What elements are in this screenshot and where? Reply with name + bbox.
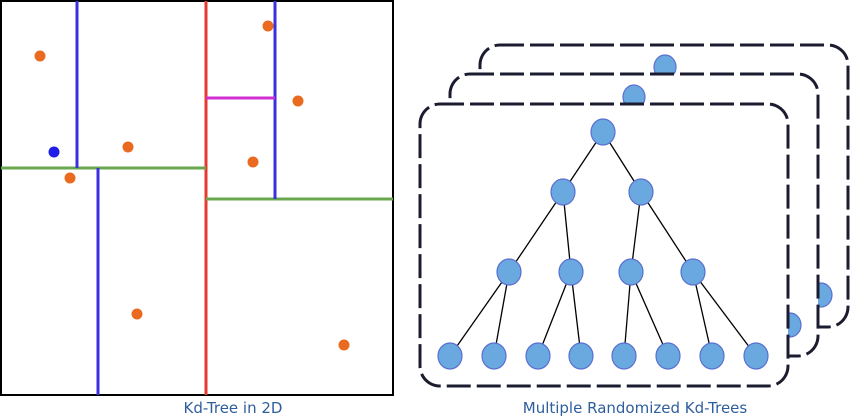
data-point bbox=[292, 95, 304, 107]
data-point bbox=[247, 156, 259, 168]
tree-node bbox=[558, 258, 584, 286]
kd-tree-2d-panel bbox=[0, 0, 394, 396]
tree-node bbox=[680, 258, 706, 286]
randomized-kd-trees-caption: Multiple Randomized Kd-Trees bbox=[522, 399, 748, 417]
tree-node bbox=[618, 258, 644, 286]
tree-node-root bbox=[590, 118, 616, 146]
tree-nodes bbox=[437, 118, 769, 370]
data-point bbox=[338, 339, 350, 351]
tree-leaf bbox=[437, 342, 463, 370]
tree-leaf bbox=[568, 342, 594, 370]
data-point bbox=[131, 308, 143, 320]
tree-card-front bbox=[418, 102, 790, 388]
tree-node bbox=[628, 178, 654, 206]
query-point bbox=[48, 146, 60, 158]
kd-tree-2d-caption: Kd-Tree in 2D bbox=[183, 399, 283, 417]
tree-node bbox=[550, 178, 576, 206]
tree-leaf bbox=[743, 342, 769, 370]
tree-node bbox=[496, 258, 522, 286]
randomized-kd-trees-panel bbox=[418, 43, 850, 388]
tree-leaf bbox=[525, 342, 551, 370]
tree-leaf bbox=[655, 342, 681, 370]
data-point bbox=[34, 50, 46, 62]
data-point bbox=[64, 172, 76, 184]
tree-leaf bbox=[699, 342, 725, 370]
data-point bbox=[122, 141, 134, 153]
data-point bbox=[262, 20, 274, 32]
tree-leaf bbox=[481, 342, 507, 370]
tree-leaf bbox=[611, 342, 637, 370]
